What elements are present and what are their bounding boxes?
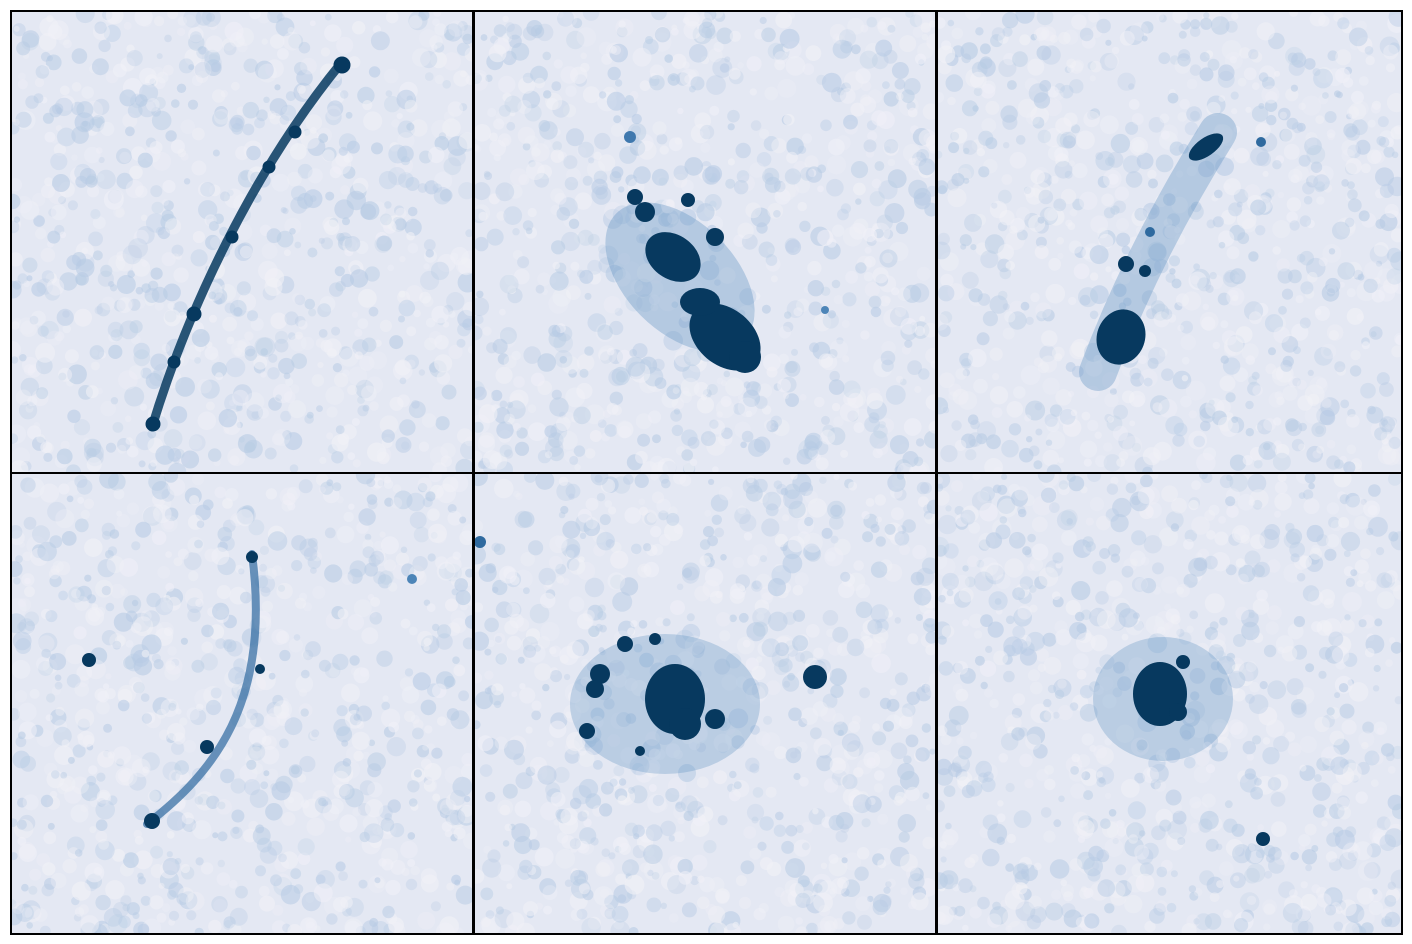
panel-image-top-left <box>12 12 472 472</box>
image-panel-top-right <box>938 12 1401 472</box>
panel-image-bottom-middle <box>475 474 935 933</box>
panel-image-top-middle <box>475 12 935 472</box>
panel-image-bottom-right <box>938 474 1401 933</box>
panel-image-top-right <box>938 12 1401 472</box>
image-panel-bottom-middle <box>475 474 935 933</box>
panel-image-bottom-left <box>12 474 472 933</box>
image-panel-top-middle <box>475 12 935 472</box>
image-mosaic <box>10 10 1403 935</box>
image-panel-bottom-left <box>12 474 472 933</box>
image-panel-bottom-right <box>938 474 1401 933</box>
image-panel-top-left <box>12 12 472 472</box>
